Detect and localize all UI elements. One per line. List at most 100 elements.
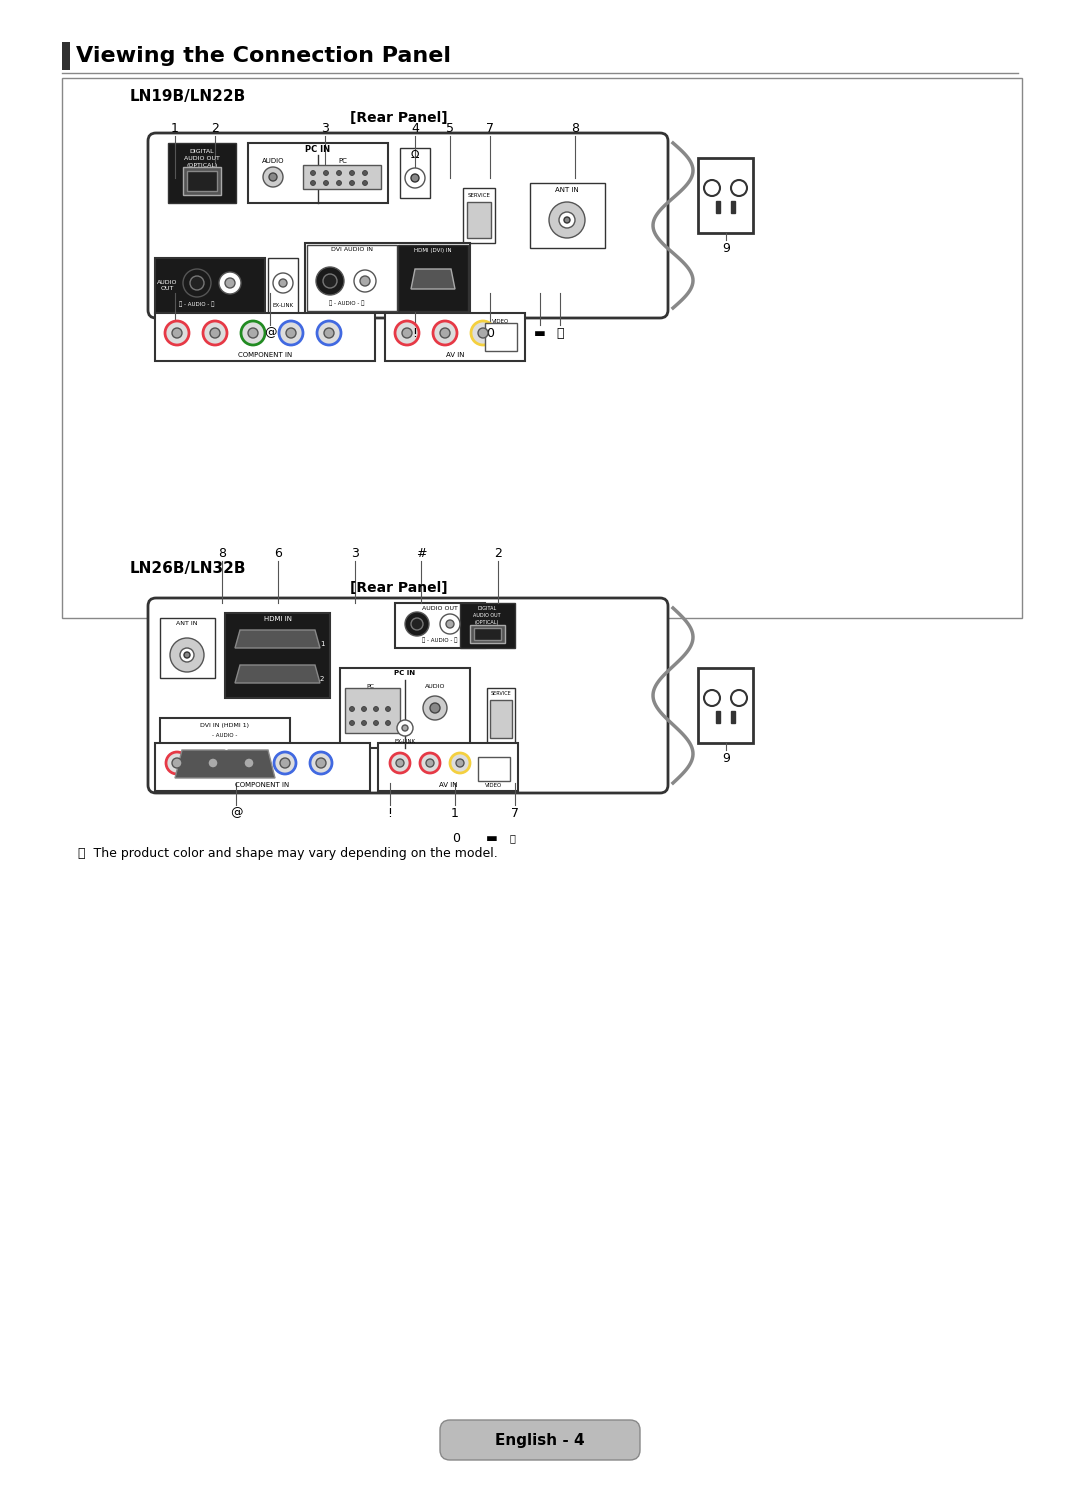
Circle shape xyxy=(446,620,454,628)
Circle shape xyxy=(180,647,194,662)
Circle shape xyxy=(402,327,411,338)
Text: !: ! xyxy=(413,326,418,339)
Circle shape xyxy=(471,321,495,345)
Circle shape xyxy=(405,612,429,635)
Circle shape xyxy=(731,690,747,705)
Text: Ⓡ - AUDIO - Ⓛ: Ⓡ - AUDIO - Ⓛ xyxy=(422,637,458,643)
Text: HDMI (DVI) IN: HDMI (DVI) IN xyxy=(415,247,451,253)
Bar xyxy=(160,719,291,789)
Circle shape xyxy=(430,702,440,713)
Circle shape xyxy=(219,272,241,295)
Circle shape xyxy=(396,759,404,766)
Text: AV IN: AV IN xyxy=(438,783,457,789)
Circle shape xyxy=(166,751,188,774)
Text: DVI IN (HDMI 1): DVI IN (HDMI 1) xyxy=(201,723,249,728)
Text: AUDIO: AUDIO xyxy=(261,158,284,164)
Text: LN19B/LN22B: LN19B/LN22B xyxy=(130,88,246,104)
Bar xyxy=(731,201,735,213)
Bar xyxy=(187,171,217,190)
Circle shape xyxy=(386,720,391,726)
Text: PC: PC xyxy=(338,158,348,164)
Circle shape xyxy=(244,757,254,768)
Bar xyxy=(62,42,70,70)
Text: 2: 2 xyxy=(320,676,324,682)
Circle shape xyxy=(559,211,575,228)
Circle shape xyxy=(190,275,204,290)
Text: #: # xyxy=(170,326,180,339)
Text: Ω: Ω xyxy=(410,150,419,161)
Circle shape xyxy=(411,618,423,629)
Text: AV IN: AV IN xyxy=(446,353,464,359)
Bar xyxy=(156,743,370,792)
Text: #: # xyxy=(416,546,427,559)
Text: 6: 6 xyxy=(274,546,282,559)
Bar xyxy=(183,167,221,195)
Text: Viewing the Connection Panel: Viewing the Connection Panel xyxy=(76,46,451,65)
Bar xyxy=(470,625,505,643)
Circle shape xyxy=(273,272,293,293)
Text: 1: 1 xyxy=(171,122,179,134)
Circle shape xyxy=(362,720,366,726)
Bar xyxy=(160,618,215,679)
Circle shape xyxy=(264,167,283,187)
Bar xyxy=(225,613,330,698)
Circle shape xyxy=(704,180,720,196)
Text: SERVICE: SERVICE xyxy=(468,192,490,198)
Text: VIDEO: VIDEO xyxy=(485,783,502,787)
Bar xyxy=(307,246,397,311)
Circle shape xyxy=(324,327,334,338)
Circle shape xyxy=(238,751,260,774)
Circle shape xyxy=(210,327,220,338)
Bar xyxy=(168,143,237,202)
Bar xyxy=(716,201,720,213)
Circle shape xyxy=(279,321,303,345)
Circle shape xyxy=(374,707,378,711)
Circle shape xyxy=(363,180,367,186)
Text: (OPTICAL): (OPTICAL) xyxy=(475,619,499,625)
Bar xyxy=(399,246,468,311)
Circle shape xyxy=(172,327,183,338)
Circle shape xyxy=(450,753,470,772)
Text: VIDEO: VIDEO xyxy=(492,318,510,323)
Bar xyxy=(345,687,400,734)
Circle shape xyxy=(402,725,408,731)
Circle shape xyxy=(172,757,183,768)
Bar xyxy=(530,183,605,248)
Text: EX-LINK: EX-LINK xyxy=(394,738,416,744)
Circle shape xyxy=(440,615,460,634)
Circle shape xyxy=(225,278,235,289)
Text: COMPONENT IN: COMPONENT IN xyxy=(238,353,292,359)
Circle shape xyxy=(386,707,391,711)
Circle shape xyxy=(354,269,376,292)
Bar xyxy=(268,257,298,312)
Text: PC: PC xyxy=(366,683,374,689)
Bar xyxy=(490,699,512,738)
Bar xyxy=(698,668,753,743)
Text: 0: 0 xyxy=(486,326,494,339)
Text: 4: 4 xyxy=(411,122,419,134)
Circle shape xyxy=(274,751,296,774)
Bar xyxy=(463,187,495,243)
Circle shape xyxy=(248,327,258,338)
Polygon shape xyxy=(411,269,455,289)
Circle shape xyxy=(362,707,366,711)
FancyBboxPatch shape xyxy=(440,1420,640,1460)
Circle shape xyxy=(440,327,450,338)
Text: ANT IN: ANT IN xyxy=(555,187,579,193)
Bar xyxy=(467,202,491,238)
Text: 9: 9 xyxy=(723,751,730,765)
Bar xyxy=(62,77,1022,618)
Text: English - 4: English - 4 xyxy=(496,1433,584,1448)
Circle shape xyxy=(318,321,341,345)
Text: 2: 2 xyxy=(211,122,219,134)
Bar xyxy=(384,312,525,362)
Circle shape xyxy=(423,696,447,720)
Text: 8: 8 xyxy=(218,546,226,559)
Text: ⓕ  The product color and shape may vary depending on the model.: ⓕ The product color and shape may vary d… xyxy=(78,847,498,860)
Circle shape xyxy=(395,321,419,345)
Circle shape xyxy=(316,757,326,768)
Bar xyxy=(395,603,485,647)
Circle shape xyxy=(286,327,296,338)
Circle shape xyxy=(350,720,354,726)
Bar xyxy=(400,147,430,198)
